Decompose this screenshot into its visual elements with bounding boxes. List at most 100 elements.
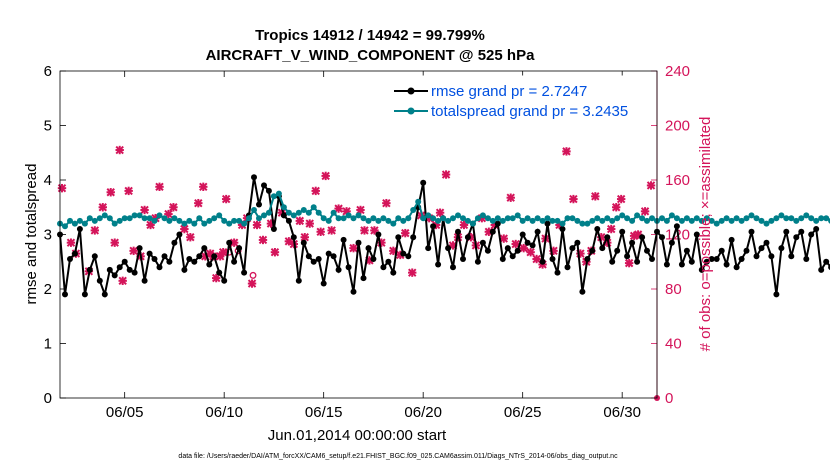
rmse-point: [673, 223, 680, 230]
rmse-point: [171, 239, 178, 246]
rmse-point: [808, 231, 815, 238]
totalspread-point: [554, 217, 561, 224]
rmse-point: [305, 253, 312, 260]
totalspread-point: [579, 220, 586, 227]
totalspread-point: [728, 217, 735, 224]
plot-frame: [59, 70, 658, 399]
totalspread-point: [584, 220, 591, 227]
totalspread-point: [111, 220, 118, 227]
y-left-tick-label: 4: [44, 172, 52, 189]
rmse-line: [59, 177, 830, 299]
totalspread-point: [261, 212, 267, 219]
rmse-point: [261, 182, 267, 189]
rmse-point: [479, 239, 486, 246]
rmse-point: [708, 256, 715, 262]
x-axis-label: Jun.01,2014 00:00:00 start: [268, 427, 447, 444]
totalspread-point: [86, 215, 93, 222]
rmse-point: [728, 236, 735, 243]
totalspread-point: [484, 215, 491, 222]
obs-assimilated-marker: [441, 170, 451, 179]
totalspread-point: [136, 212, 143, 219]
totalspread-point: [758, 217, 765, 224]
rmse-point: [609, 258, 616, 265]
totalspread-point: [251, 207, 257, 213]
rmse-point: [206, 261, 213, 268]
obs-assimilated-marker: [124, 186, 133, 196]
rmse-point: [370, 256, 377, 262]
totalspread-point: [668, 212, 675, 219]
totalspread-point: [713, 220, 720, 227]
obs-possible-marker: [249, 271, 257, 279]
totalspread-point: [67, 217, 73, 224]
totalspread-point: [126, 215, 133, 222]
obs-assimilated-marker: [247, 279, 257, 288]
totalspread-point: [435, 217, 442, 224]
totalspread-point: [823, 215, 830, 222]
totalspread-point: [295, 209, 302, 216]
rmse-point: [748, 228, 755, 235]
rmse-point: [569, 245, 576, 252]
totalspread-point: [464, 217, 471, 224]
totalspread-point: [161, 215, 168, 222]
rmse-point: [758, 245, 765, 252]
totalspread-point: [231, 217, 238, 224]
totalspread-point: [81, 220, 88, 227]
rmse-point: [509, 253, 516, 260]
y-left-tick-label: 5: [44, 118, 52, 135]
totalspread-point: [594, 215, 601, 222]
rmse-point: [191, 258, 198, 265]
rmse-point: [823, 258, 830, 265]
rmse-point: [216, 269, 223, 276]
totalspread-point: [345, 212, 352, 219]
obs-assimilated-marker: [115, 145, 124, 155]
totalspread-point: [275, 190, 282, 197]
totalspread-point: [539, 217, 546, 224]
totalspread-point: [440, 215, 447, 222]
totalspread-point: [614, 215, 621, 222]
totalspread-point: [226, 220, 233, 227]
totalspread-point: [206, 217, 213, 224]
rmse-point: [539, 258, 546, 265]
rmse-point: [788, 253, 795, 260]
totalspread-point: [479, 212, 486, 219]
rmse-point: [256, 201, 262, 208]
totalspread-point: [285, 209, 292, 216]
totalspread-point: [808, 215, 815, 222]
obs-assimilated-marker: [401, 228, 410, 238]
totalspread-point: [400, 217, 407, 224]
chart-title-line1: Tropics 14912 / 14942 = 99.799%: [255, 27, 485, 44]
rmse-point: [629, 239, 636, 246]
obs-assimilated-marker: [569, 194, 578, 204]
rmse-point: [450, 264, 456, 271]
totalspread-point: [504, 215, 511, 222]
rmse-point: [599, 245, 606, 252]
rmse-point: [499, 256, 506, 262]
rmse-point: [350, 288, 357, 295]
rmse-point: [494, 220, 501, 227]
totalspread-point: [788, 215, 795, 222]
totalspread-point: [116, 217, 123, 224]
obs-assimilated-marker: [295, 216, 305, 226]
y-left-tick-label: 0: [44, 390, 52, 407]
totalspread-point: [768, 217, 775, 224]
totalspread-point: [445, 217, 452, 224]
rmse-point: [151, 256, 158, 262]
rmse-point: [549, 256, 556, 262]
rmse-point: [126, 266, 133, 273]
rmse-point: [678, 261, 685, 268]
totalspread-point: [450, 215, 456, 222]
rmse-point: [768, 253, 775, 260]
rmse-point: [131, 269, 138, 276]
totalspread-point: [624, 215, 631, 222]
totalspread-point: [96, 215, 103, 222]
totalspread-point: [166, 217, 173, 224]
rmse-point: [166, 258, 173, 265]
totalspread-point: [733, 215, 740, 222]
legend-spread-label: totalspread grand pr = 3.2435: [431, 103, 628, 120]
y-right-tick-label: 80: [665, 281, 682, 298]
obs-assimilated-marker: [408, 268, 417, 277]
obs-assimilated-marker: [499, 234, 508, 243]
obs-assimilated-marker: [155, 182, 164, 192]
totalspread-point: [569, 215, 576, 222]
obs-assimilated-marker: [396, 250, 405, 260]
